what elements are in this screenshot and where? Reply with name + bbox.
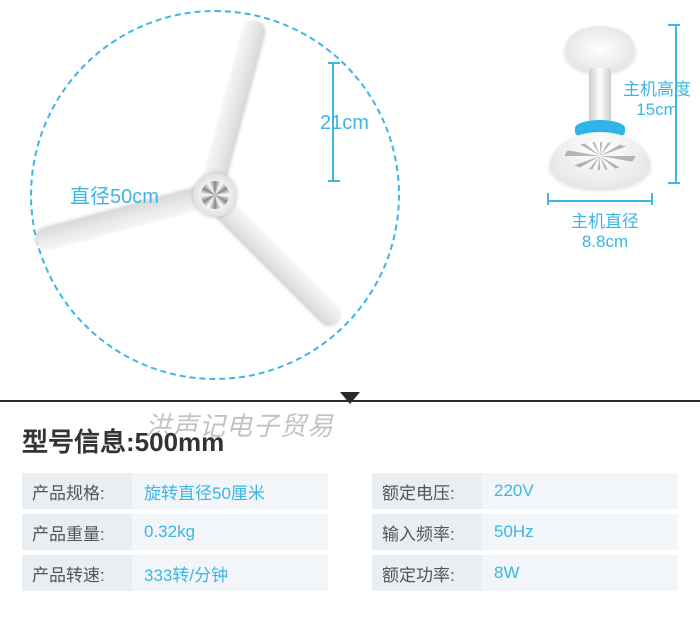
model-title-label: 型号信息: bbox=[22, 427, 135, 457]
spec-col-right: 额定电压:220V 输入频率:50Hz 额定功率:8W bbox=[372, 473, 678, 596]
motor-canopy bbox=[565, 26, 635, 72]
motor-height-label: 主机高度 15cm bbox=[612, 80, 700, 121]
spec-col-left: 产品规格:旋转直径50厘米 产品重量:0.32kg 产品转速:333转/分钟 bbox=[22, 473, 328, 596]
spec-row: 额定功率:8W bbox=[372, 555, 678, 591]
diameter-label: 直径50cm bbox=[70, 180, 159, 209]
spec-grid: 产品规格:旋转直径50厘米 产品重量:0.32kg 产品转速:333转/分钟 额… bbox=[22, 473, 678, 596]
motor-height-text: 主机高度 bbox=[623, 80, 691, 99]
motor-diameter-value: 8.8cm bbox=[582, 232, 628, 251]
fan-hub bbox=[193, 173, 237, 217]
spec-label: 输入频率: bbox=[372, 514, 482, 550]
spec-value: 8W bbox=[482, 555, 678, 591]
motor-diameter-text: 主机直径 bbox=[571, 212, 639, 231]
spec-row: 输入频率:50Hz bbox=[372, 514, 678, 550]
spec-row: 产品规格:旋转直径50厘米 bbox=[22, 473, 328, 509]
spec-value: 220V bbox=[482, 473, 678, 509]
spec-value: 50Hz bbox=[482, 514, 678, 550]
spec-row: 产品转速:333转/分钟 bbox=[22, 555, 328, 591]
diagram-area: 21cm 直径50cm 主机高度 15cm 主机直径 8.8cm bbox=[0, 0, 700, 400]
motor-vents bbox=[565, 142, 635, 170]
spec-label: 额定功率: bbox=[372, 555, 482, 591]
motor-stem bbox=[589, 68, 611, 128]
spec-value: 0.32kg bbox=[132, 514, 328, 550]
swirl-icon bbox=[201, 181, 229, 209]
watermark-text: 洪声记电子贸易 bbox=[145, 406, 334, 443]
radius-label: 21cm bbox=[320, 112, 369, 135]
motor-width-dimension bbox=[547, 188, 653, 202]
spec-row: 产品重量:0.32kg bbox=[22, 514, 328, 550]
motor-height-value: 15cm bbox=[636, 100, 678, 119]
model-title: 型号信息:500mm bbox=[22, 422, 678, 459]
spec-label: 产品规格: bbox=[22, 473, 132, 509]
spec-label: 产品重量: bbox=[22, 514, 132, 550]
spec-label: 额定电压: bbox=[372, 473, 482, 509]
spec-value: 333转/分钟 bbox=[132, 555, 328, 591]
divider-arrow-icon bbox=[340, 392, 360, 404]
spec-section: 洪声记电子贸易 型号信息:500mm 产品规格:旋转直径50厘米 产品重量:0.… bbox=[0, 410, 700, 608]
spec-row: 额定电压:220V bbox=[372, 473, 678, 509]
spec-value: 旋转直径50厘米 bbox=[132, 473, 328, 509]
spec-label: 产品转速: bbox=[22, 555, 132, 591]
motor-diameter-label: 主机直径 8.8cm bbox=[560, 212, 650, 253]
fan-blade bbox=[199, 18, 267, 198]
